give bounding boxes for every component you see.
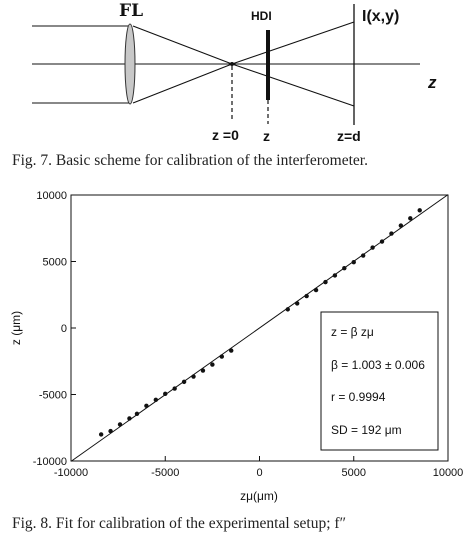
- fit-results-box: [320, 311, 439, 451]
- lens-label: FL: [119, 1, 143, 21]
- data-point: [408, 216, 413, 221]
- data-point: [219, 354, 224, 359]
- data-point: [370, 245, 375, 250]
- data-point: [351, 259, 356, 265]
- data-point: [389, 231, 394, 236]
- data-point: [332, 273, 338, 278]
- fit-r: r = 0.9994: [331, 390, 386, 404]
- data-point: [323, 279, 328, 285]
- figure7-caption: Fig. 7. Basic scheme for calibration of …: [12, 152, 368, 169]
- y-tick-label: -5000: [39, 390, 67, 402]
- y-tick-label: 10000: [36, 190, 67, 202]
- fit-beta: β = 1.003 ± 0.006: [331, 358, 425, 372]
- x-tick-label: -10000: [54, 467, 88, 479]
- data-point: [153, 397, 159, 403]
- data-point: [342, 265, 347, 271]
- x-tick-label: 10000: [433, 467, 464, 479]
- y-axis-label: z (μm): [9, 311, 23, 345]
- figure8-caption: Fig. 8. Fit for calibration of the exper…: [12, 515, 347, 532]
- ray-top-diverging: [231, 21, 355, 65]
- data-point: [295, 301, 300, 306]
- fit-line: [70, 194, 449, 462]
- fit-equation: z = β zμ: [331, 325, 374, 339]
- focal-point: [230, 62, 234, 66]
- data-point: [417, 208, 422, 213]
- data-point: [304, 293, 309, 299]
- data-point: [229, 348, 234, 353]
- z0-label: z =0: [212, 127, 239, 143]
- data-point: [127, 416, 132, 421]
- axis-label: z: [427, 73, 437, 92]
- figure7-diagram: FL HDI I(x,y) z z =0 z z=d: [32, 1, 437, 144]
- data-point: [285, 307, 290, 312]
- x-axis-label: zμ(μm): [240, 489, 278, 503]
- data-point: [398, 223, 404, 228]
- data-point: [210, 362, 215, 367]
- intensity-label: I(x,y): [362, 8, 399, 25]
- ray-bottom-converging: [132, 63, 233, 104]
- data-point: [379, 239, 385, 244]
- data-point: [200, 368, 206, 373]
- y-tick-label: 0: [61, 323, 67, 335]
- data-point: [313, 287, 319, 293]
- x-tick-label: -5000: [151, 467, 179, 479]
- data-point: [181, 379, 187, 385]
- hdi-label: HDI: [251, 9, 272, 23]
- data-point: [108, 428, 113, 434]
- z-label: z: [263, 128, 270, 144]
- x-tick-label: 5000: [342, 467, 366, 479]
- data-point: [134, 411, 140, 416]
- ray-bottom-diverging: [231, 63, 355, 107]
- y-tick-label: 5000: [43, 257, 67, 269]
- data-point: [360, 253, 366, 258]
- data-point: [117, 422, 123, 427]
- data-point: [163, 391, 168, 397]
- x-tick-label: 0: [256, 467, 262, 479]
- y-tick-label: -10000: [33, 456, 67, 468]
- ray-top-converging: [132, 25, 233, 65]
- lens-shape: [124, 23, 136, 105]
- fit-sd: SD = 192 μm: [331, 423, 402, 437]
- hdi-plate: [266, 30, 270, 100]
- data-point: [98, 432, 104, 437]
- data-point: [191, 374, 196, 379]
- data-point: [144, 403, 149, 409]
- data-point: [172, 386, 177, 391]
- zd-label: z=d: [337, 128, 361, 144]
